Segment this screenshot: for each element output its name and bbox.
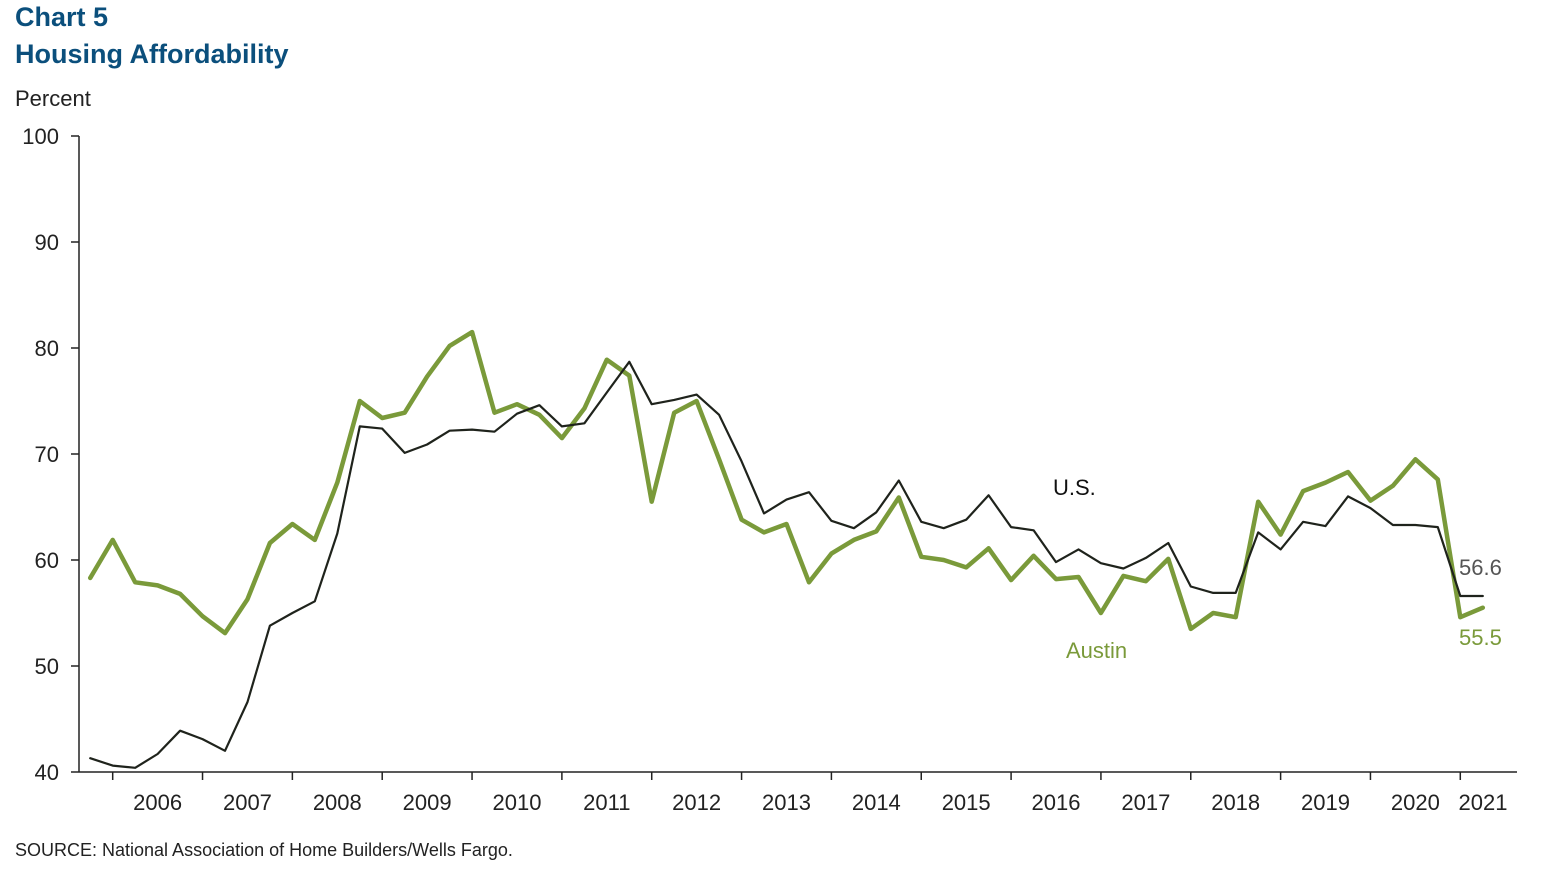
x-tick-label: 2008 xyxy=(313,790,362,815)
x-tick-label: 2013 xyxy=(762,790,811,815)
y-tick-label: 40 xyxy=(35,760,59,785)
x-tick-label: 2014 xyxy=(852,790,901,815)
x-tick-label: 2021 xyxy=(1459,790,1508,815)
chart-title: Housing Affordability xyxy=(15,39,289,69)
x-tick-label: 2006 xyxy=(133,790,182,815)
x-tick-label: 2010 xyxy=(492,790,541,815)
x-tick-label: 2015 xyxy=(942,790,991,815)
austin-end-value-label: 55.5 xyxy=(1459,625,1502,650)
x-tick-label: 2020 xyxy=(1391,790,1440,815)
us-series-line xyxy=(89,360,1484,769)
austin-series-line xyxy=(87,329,1486,636)
series-layer xyxy=(87,329,1486,769)
y-tick-label: 70 xyxy=(35,442,59,467)
x-tick-label: 2016 xyxy=(1032,790,1081,815)
y-tick-label: 90 xyxy=(35,230,59,255)
source-note: SOURCE: National Association of Home Bui… xyxy=(15,840,513,860)
x-tick-label: 2009 xyxy=(403,790,452,815)
us-series-label: U.S. xyxy=(1053,475,1096,500)
x-tick-label: 2007 xyxy=(223,790,272,815)
austin-series-label: Austin xyxy=(1066,638,1127,663)
y-tick-label: 80 xyxy=(35,336,59,361)
y-axis: 40 50 60 70 80 90 100 xyxy=(22,124,80,785)
y-axis-unit-label: Percent xyxy=(15,86,91,111)
x-tick-label: 2019 xyxy=(1301,790,1350,815)
x-tick-label: 2018 xyxy=(1211,790,1260,815)
x-axis: 2006 2007 2008 2009 2010 2011 2012 2013 2014 2015… xyxy=(79,771,1517,815)
y-tick-label: 60 xyxy=(35,548,59,573)
y-tick-label: 100 xyxy=(22,124,59,149)
x-tick-label: 2011 xyxy=(583,790,630,815)
y-tick-label: 50 xyxy=(35,654,59,679)
x-tick-label: 2017 xyxy=(1121,790,1170,815)
chart-number: Chart 5 xyxy=(15,2,109,32)
x-tick-label: 2012 xyxy=(672,790,721,815)
us-end-value-label: 56.6 xyxy=(1459,555,1502,580)
